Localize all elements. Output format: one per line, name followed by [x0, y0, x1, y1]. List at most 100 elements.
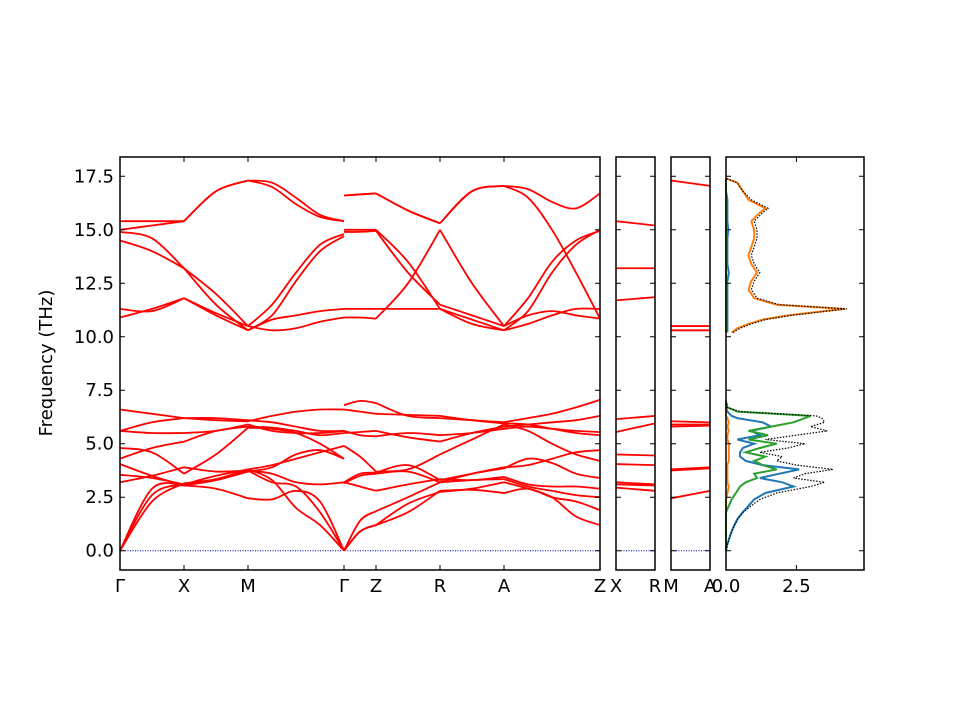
- band-line: [247, 233, 345, 327]
- band-line: [615, 463, 656, 467]
- band-line: [375, 430, 441, 443]
- band-line: [343, 524, 377, 552]
- band-line: [119, 408, 185, 419]
- y-tick-label: 5.0: [85, 434, 114, 455]
- band-line: [183, 427, 249, 475]
- band-line: [503, 423, 601, 462]
- y-tick-label: 10.0: [74, 327, 114, 348]
- band-line: [439, 308, 505, 332]
- y-tick-label: 12.5: [74, 273, 114, 294]
- band-line: [247, 425, 345, 437]
- band-line: [183, 417, 249, 422]
- dos-panel-frame: [725, 156, 865, 571]
- M-A-panel-frame: [670, 156, 711, 571]
- band-line: [183, 484, 249, 500]
- band-line: [670, 466, 711, 471]
- band-line: [119, 447, 185, 475]
- band-line: [343, 481, 377, 492]
- x-tick-label: Z: [370, 576, 382, 597]
- band-line: [439, 415, 505, 425]
- band-line: [375, 478, 441, 492]
- band-line: [615, 481, 656, 486]
- x-tick-label: A: [704, 576, 717, 597]
- band-line: [183, 297, 249, 332]
- band-line: [343, 524, 377, 552]
- band-line: [503, 229, 601, 332]
- band-line: [343, 471, 377, 484]
- band-line: [247, 468, 345, 552]
- band-line: [343, 408, 377, 415]
- band-line: [247, 469, 345, 552]
- band-line: [439, 467, 505, 481]
- band-line: [343, 399, 377, 407]
- band-line: [375, 412, 441, 417]
- band-line: [615, 296, 656, 302]
- band-line: [375, 402, 441, 419]
- band-line: [503, 422, 601, 437]
- band-line: [183, 179, 249, 222]
- band-line: [503, 185, 601, 210]
- band-line: [119, 239, 185, 270]
- band-line: [183, 297, 249, 327]
- band-line: [503, 478, 601, 499]
- x-tick-label: M: [240, 576, 256, 597]
- band-line: [503, 307, 601, 332]
- band-line: [247, 179, 345, 223]
- band-line: [439, 303, 505, 327]
- band-line: [439, 427, 505, 437]
- band-line: [247, 423, 345, 435]
- band-line: [119, 220, 185, 231]
- band-line: [247, 308, 345, 332]
- y-tick-label: 15.0: [74, 220, 114, 241]
- y-tick-label: 0.0: [85, 541, 114, 562]
- band-line: [119, 440, 185, 460]
- x-tick-label: Γ: [339, 576, 349, 597]
- x-tick-label: 2.5: [782, 576, 811, 597]
- band-line: [670, 420, 711, 424]
- band-line: [343, 510, 377, 552]
- band-line: [375, 464, 441, 481]
- band-line: [183, 267, 249, 332]
- band-line: [183, 468, 249, 486]
- band-line: [375, 470, 441, 484]
- dos-curve: [725, 177, 848, 551]
- band-line: [503, 229, 601, 327]
- dos-panel: 0.0 2.5: [712, 156, 865, 597]
- band-line: [247, 316, 345, 332]
- band-line: [615, 220, 656, 227]
- band-line: [503, 481, 601, 526]
- band-line: [119, 231, 185, 269]
- band-line: [503, 487, 601, 511]
- band-line: [247, 489, 345, 552]
- band-line: [119, 430, 185, 435]
- band-line: [670, 489, 711, 500]
- band-line: [247, 445, 345, 471]
- band-line: [119, 417, 185, 432]
- band-line: [119, 463, 185, 487]
- band-line: [503, 457, 601, 479]
- band-line: [615, 453, 656, 457]
- band-line: [503, 185, 601, 320]
- band-line: [375, 490, 441, 526]
- band-line: [375, 491, 441, 526]
- band-line: [247, 469, 345, 486]
- band-panel-main: 0.02.55.07.510.012.515.017.5Γ X M Γ Z R A Z: [74, 156, 606, 597]
- y-tick-label: 2.5: [85, 487, 114, 508]
- x-tick-label: R: [649, 576, 662, 597]
- band-line: [375, 229, 441, 310]
- band-line: [183, 423, 249, 434]
- band-line: [343, 430, 377, 438]
- band-line: [503, 449, 601, 469]
- band-line: [247, 235, 345, 332]
- x-tick-label: X: [178, 576, 190, 597]
- main-panel-frame: [119, 156, 601, 571]
- band-line: [119, 297, 185, 313]
- dos-curve: [725, 178, 811, 551]
- x-tick-label: X: [610, 576, 622, 597]
- band-line: [615, 486, 656, 492]
- band-line: [183, 425, 249, 443]
- band-line: [343, 472, 377, 485]
- band-line: [183, 267, 249, 327]
